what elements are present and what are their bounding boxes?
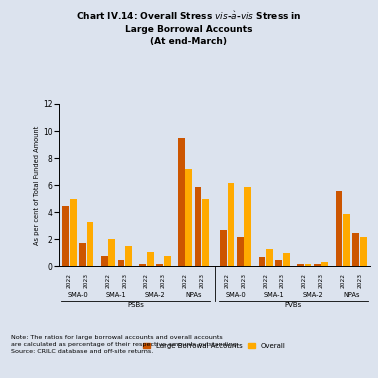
Text: 2023: 2023: [319, 273, 324, 288]
Bar: [275, 260, 282, 266]
Bar: [164, 256, 170, 266]
Text: 2022: 2022: [302, 273, 307, 288]
Text: Chart IV.14: Overall Stress $\it{vis}$-$\it{\`{a}}$-$\it{vis}$ Stress in
Large B: Chart IV.14: Overall Stress $\it{vis}$-$…: [76, 9, 302, 46]
Bar: [314, 265, 321, 266]
Text: 2023: 2023: [357, 273, 362, 288]
Bar: [195, 187, 201, 266]
Text: 2022: 2022: [340, 273, 345, 288]
Bar: [220, 230, 227, 266]
Bar: [352, 232, 359, 266]
Bar: [259, 257, 265, 266]
Bar: [228, 183, 234, 266]
Text: SMA-0: SMA-0: [225, 291, 246, 297]
Text: 2022: 2022: [67, 273, 72, 288]
Text: SMA-1: SMA-1: [264, 291, 284, 297]
Bar: [283, 253, 290, 266]
Text: NPAs: NPAs: [185, 291, 202, 297]
Bar: [87, 222, 93, 266]
Bar: [156, 265, 163, 266]
Legend: Large Borrowal Accounts, Overall: Large Borrowal Accounts, Overall: [143, 343, 286, 349]
Bar: [147, 252, 154, 266]
Bar: [108, 239, 115, 266]
Text: PVBs: PVBs: [285, 302, 302, 308]
Text: 2023: 2023: [280, 273, 285, 288]
Bar: [202, 199, 209, 266]
Text: 2023: 2023: [161, 273, 166, 288]
Bar: [343, 214, 350, 266]
Bar: [360, 237, 367, 266]
Bar: [118, 260, 124, 266]
Text: 2022: 2022: [225, 273, 230, 288]
Text: 2022: 2022: [263, 273, 268, 288]
Text: 2023: 2023: [242, 273, 246, 288]
Text: 2023: 2023: [84, 273, 89, 288]
Bar: [101, 256, 108, 266]
Bar: [336, 191, 342, 266]
Text: 2022: 2022: [183, 273, 187, 288]
Text: NPAs: NPAs: [343, 291, 359, 297]
Bar: [125, 246, 132, 266]
Bar: [305, 264, 311, 266]
Text: 2022: 2022: [105, 273, 110, 288]
Bar: [70, 199, 77, 266]
Text: 2023: 2023: [199, 273, 204, 288]
Bar: [245, 187, 251, 266]
Y-axis label: As per cent of Total Funded Amount: As per cent of Total Funded Amount: [34, 125, 40, 245]
Bar: [62, 206, 69, 266]
Bar: [178, 138, 184, 266]
Text: SMA-0: SMA-0: [68, 291, 88, 297]
Bar: [297, 264, 304, 266]
Bar: [237, 237, 244, 266]
Bar: [185, 169, 192, 266]
Bar: [139, 264, 146, 266]
Text: SMA-2: SMA-2: [302, 291, 323, 297]
Bar: [79, 243, 86, 266]
Text: SMA-1: SMA-1: [106, 291, 127, 297]
Text: Note: The ratios for large borrowal accounts and overall accounts
are calculated: Note: The ratios for large borrowal acco…: [11, 335, 239, 353]
Text: PSBs: PSBs: [127, 302, 144, 308]
Text: SMA-2: SMA-2: [144, 291, 165, 297]
Bar: [321, 262, 328, 266]
Text: 2023: 2023: [122, 273, 127, 288]
Text: 2022: 2022: [144, 273, 149, 288]
Bar: [266, 249, 273, 266]
